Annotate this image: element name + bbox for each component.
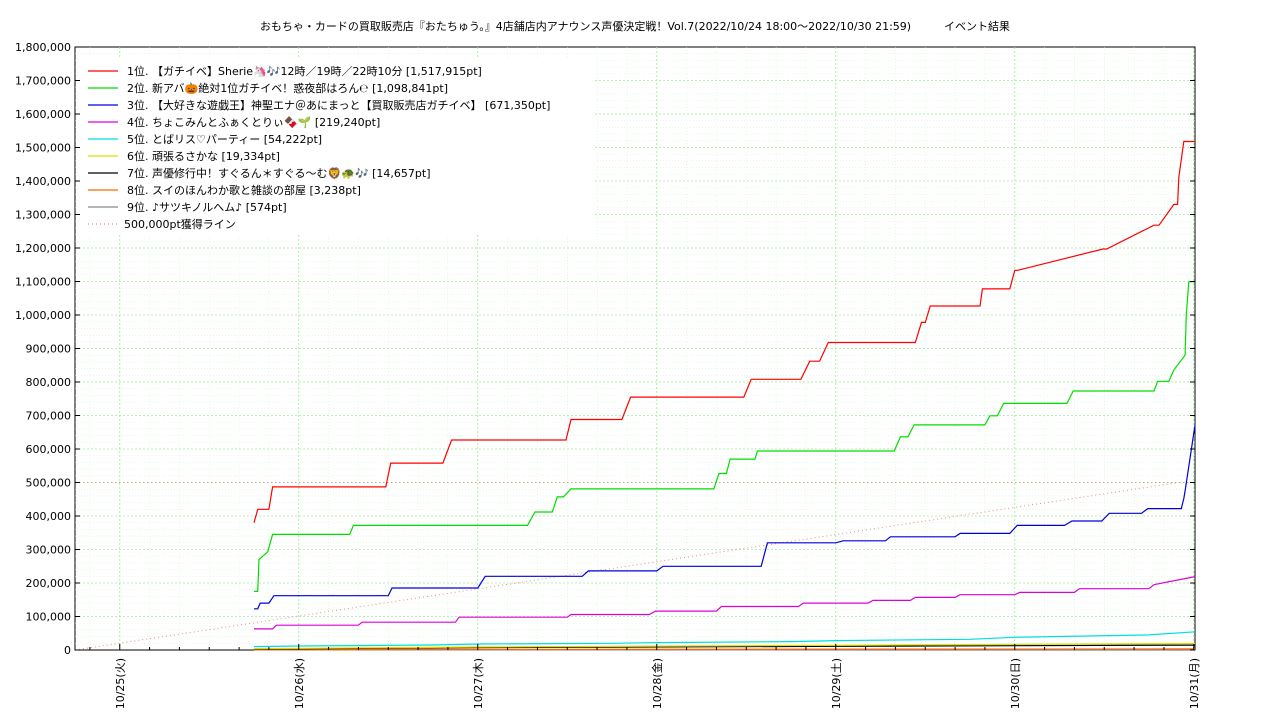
legend-label: 8位. スイのほんわか歌と雑談の部屋 [3,238pt] (127, 183, 361, 197)
y-tick-label: 1,100,000 (15, 276, 71, 289)
y-tick-label: 1,500,000 (15, 142, 71, 155)
x-tick-label: 10/27(木) (472, 658, 485, 709)
y-tick-label: 400,000 (26, 510, 72, 523)
y-tick-label: 300,000 (26, 544, 72, 557)
legend-label: 7位. 声優修行中！すぐるん＊すぐる〜む🦁🐢🎶 [14,657pt] (127, 166, 431, 180)
y-tick-label: 200,000 (26, 577, 72, 590)
y-tick-label: 0 (64, 644, 71, 657)
legend-label: 3位. 【大好きな遊戯王】神聖エナ＠あにまっと【買取販売店ガチイベ】 [671,… (127, 98, 550, 112)
y-tick-label: 1,200,000 (15, 242, 71, 255)
y-tick-label: 1,700,000 (15, 75, 71, 88)
y-tick-label: 1,400,000 (15, 175, 71, 188)
x-tick-label: 10/25(火) (114, 658, 127, 709)
x-tick-label: 10/28(金) (650, 658, 664, 709)
x-tick-label: 10/29(土) (830, 658, 843, 709)
y-tick-label: 1,300,000 (15, 209, 71, 222)
y-tick-label: 700,000 (26, 410, 72, 423)
y-tick-label: 100,000 (26, 611, 72, 624)
x-tick-label: 10/31(月) (1188, 658, 1201, 709)
x-tick-label: 10/26(水) (293, 658, 306, 709)
reference-layer (74, 482, 1195, 651)
series-line (253, 648, 1196, 651)
legend-label: 5位. とばリス♡パーティー [54,222pt] (127, 132, 322, 146)
y-tick-label: 1,800,000 (15, 41, 71, 54)
legend-background (80, 58, 595, 235)
legend-label: 2位. 新アバ🎃絶対1位ガチイベ！惑夜部はろん℮ [1,098,841pt] (127, 81, 448, 95)
legend-label: 1位. 【ガチイベ】Sherie🦄🎶12時／19時／22時10分 [1,517,… (127, 64, 482, 78)
y-tick-label: 1,600,000 (15, 108, 71, 121)
legend-label: 4位. ちょこみんとふぁくとりぃ🍫🌱 [219,240pt] (127, 115, 380, 129)
series-line (254, 576, 1196, 630)
series-line (253, 631, 1196, 648)
y-tick-label: 800,000 (26, 376, 72, 389)
legend-label: 6位. 頑張るさかな [19,334pt] (127, 149, 280, 163)
legend-label: 500,000pt獲得ライン (124, 218, 236, 231)
y-tick-label: 900,000 (26, 343, 72, 356)
series-line (254, 281, 1195, 593)
y-tick-label: 600,000 (26, 443, 72, 456)
legend-label: 9位. ♪サツキノルへム♪ [574pt] (127, 200, 287, 214)
legend: 1位. 【ガチイベ】Sherie🦄🎶12時／19時／22時10分 [1,517,… (80, 58, 595, 235)
x-tick-label: 10/30(日) (1009, 658, 1022, 709)
axes-layer: 0 100,000 200,000 300,000 400,000 500,000 600,… (15, 41, 1201, 709)
chart-title: おもちゃ・カードの買取販売店『おたちゅう。』4店舗店内アナウンス声優決定戦！Vo… (260, 19, 1010, 33)
y-tick-label: 500,000 (26, 477, 72, 490)
series-line (254, 425, 1196, 610)
y-tick-label: 1,000,000 (15, 309, 71, 322)
series-line (253, 140, 1195, 523)
